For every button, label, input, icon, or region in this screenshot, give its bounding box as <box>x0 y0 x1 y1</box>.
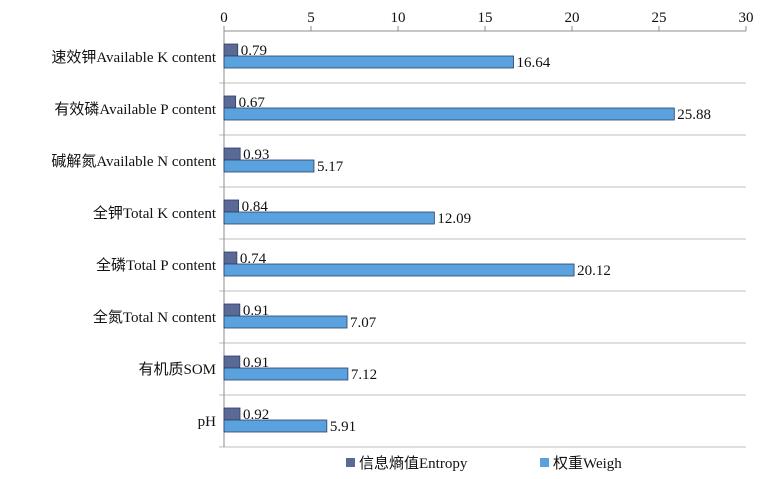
axes: 0 5 10 15 20 25 30 速效钾Available K content 有效磷Ava… <box>51 10 754 447</box>
data-labels: 0.79 0.67 0.93 0.84 0.74 0.91 0.91 0.92 16.64 25.… <box>239 43 711 435</box>
category-label: 碱解氮Available N content <box>51 153 217 170</box>
legend-label: 信息熵值Entropy <box>359 455 468 472</box>
bar <box>223 419 328 433</box>
bar <box>223 159 315 173</box>
bar <box>223 367 349 381</box>
bar <box>223 199 240 213</box>
bar <box>223 251 238 265</box>
bar <box>223 263 575 277</box>
data-label: 0.67 <box>239 95 266 111</box>
bar <box>223 303 241 317</box>
data-label: 12.09 <box>437 211 471 227</box>
category-label: 全氮Total N content <box>93 308 217 326</box>
bar <box>223 55 514 69</box>
bars <box>223 43 675 433</box>
bar <box>223 43 239 57</box>
category-label: pH <box>198 414 217 430</box>
bar <box>223 95 237 109</box>
data-label: 7.12 <box>351 367 377 383</box>
data-label: 7.07 <box>350 315 377 331</box>
x-tick-label: 10 <box>391 10 406 26</box>
data-label: 20.12 <box>577 263 611 279</box>
data-label: 0.93 <box>243 147 269 163</box>
category-label: 速效钾Available K content <box>51 49 217 66</box>
bar <box>223 407 241 421</box>
bar <box>223 147 241 161</box>
x-tick-label: 20 <box>565 10 580 26</box>
category-label: 全磷Total P content <box>96 256 217 274</box>
category-label: 全钾Total K content <box>93 204 217 222</box>
bar <box>223 107 675 121</box>
x-tick-label: 25 <box>652 10 667 26</box>
data-label: 0.84 <box>242 199 269 215</box>
data-label: 0.92 <box>243 407 269 423</box>
bar <box>223 355 241 369</box>
data-label: 5.17 <box>317 159 344 175</box>
category-label: 有效磷Available P content <box>54 101 216 118</box>
data-label: 16.64 <box>517 55 551 71</box>
bar <box>223 315 348 329</box>
bar <box>223 211 435 225</box>
category-label: 有机质SOM <box>138 361 216 378</box>
data-label: 5.91 <box>330 419 356 435</box>
x-tick-label: 15 <box>478 10 493 26</box>
legend-label: 权重Weigh <box>553 455 622 472</box>
gridlines <box>219 82 746 448</box>
data-label: 0.91 <box>243 303 269 319</box>
data-label: 0.91 <box>243 355 269 371</box>
x-tick-label: 0 <box>220 10 228 26</box>
x-tick-label: 30 <box>739 10 754 26</box>
data-label: 25.88 <box>677 107 711 123</box>
legend-swatch <box>540 458 549 467</box>
legend-swatch <box>346 458 355 467</box>
x-tick-label: 5 <box>307 10 315 26</box>
legend: 信息熵值Entropy 权重Weigh <box>346 455 622 472</box>
data-label: 0.74 <box>240 251 267 267</box>
data-label: 0.79 <box>241 43 267 59</box>
